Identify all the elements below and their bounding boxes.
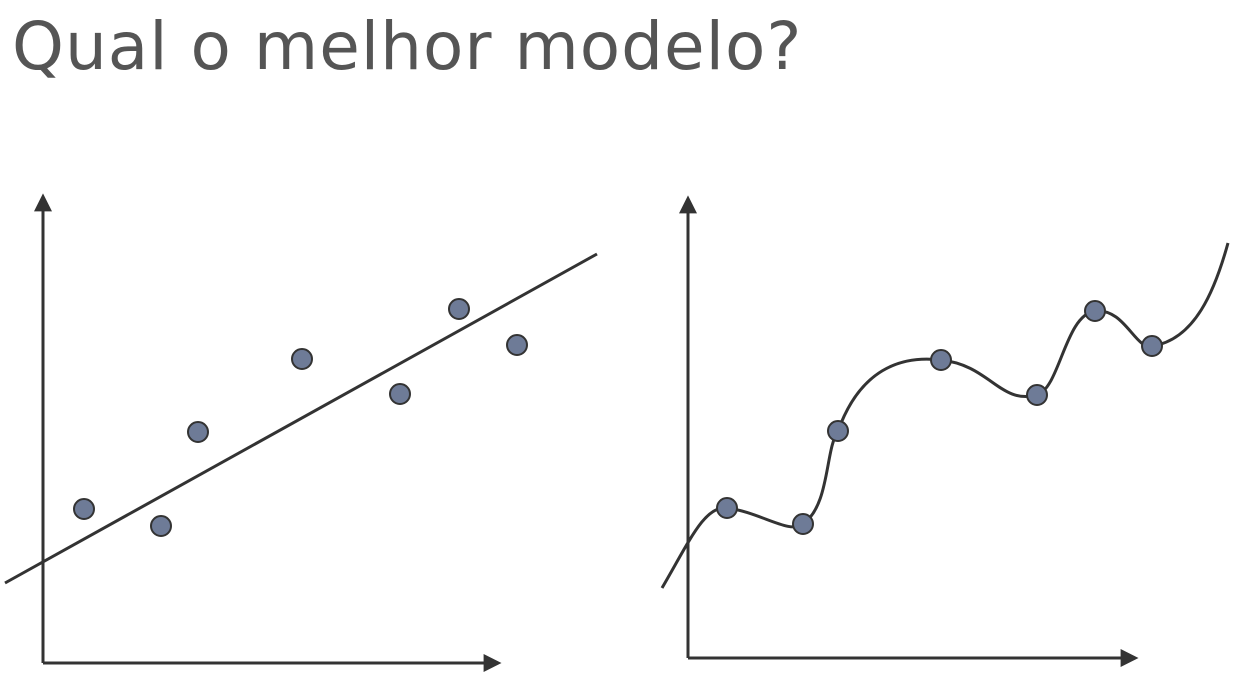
linear-model — [4, 193, 598, 672]
fit-line — [4, 252, 598, 585]
point — [389, 383, 411, 405]
point — [1026, 384, 1048, 406]
point — [506, 334, 528, 356]
point — [930, 349, 952, 371]
point — [716, 497, 738, 519]
point — [150, 515, 172, 537]
point — [73, 498, 95, 520]
point — [291, 348, 313, 370]
point — [448, 298, 470, 320]
point — [1141, 335, 1163, 357]
fit-curve — [660, 242, 1230, 589]
slide-title: Qual o melhor modelo? — [12, 8, 803, 85]
point — [187, 421, 209, 443]
point — [792, 513, 814, 535]
point — [827, 420, 849, 442]
overfit-model — [660, 195, 1230, 667]
point — [1084, 300, 1106, 322]
